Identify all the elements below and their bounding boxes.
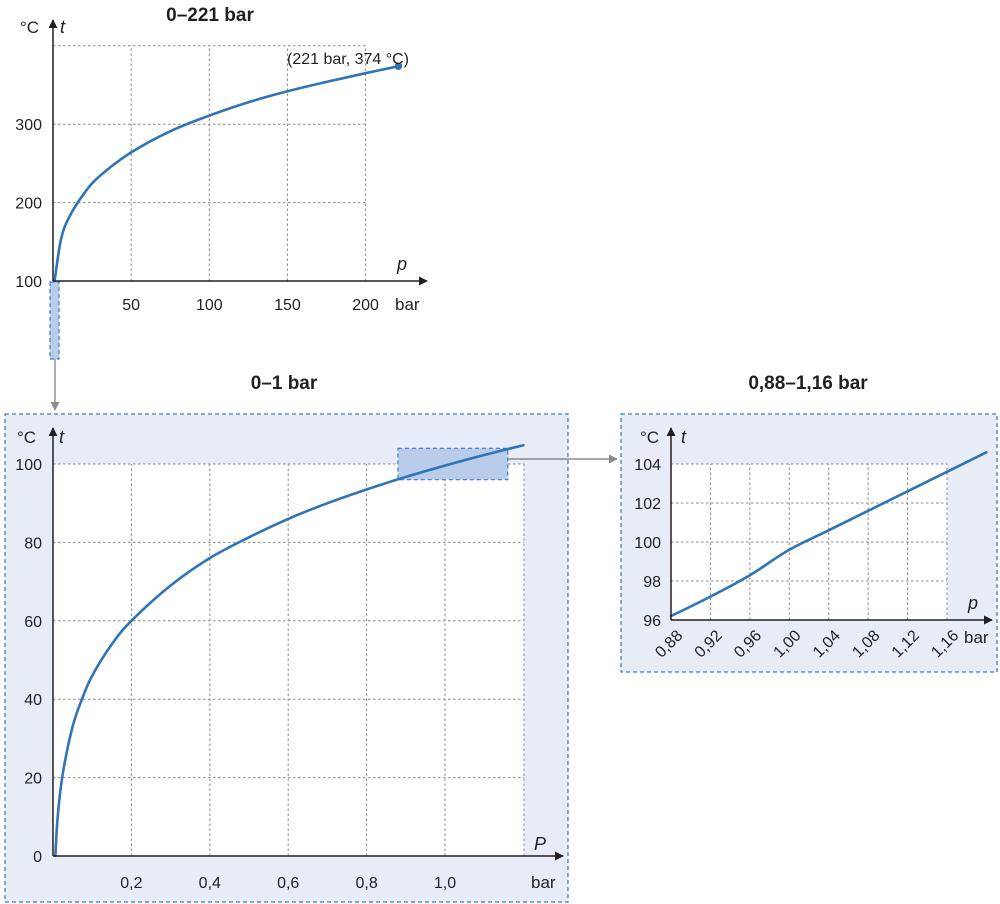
y-var-088-116: t [681,427,687,447]
y-tick-label: 0 [33,849,42,866]
y-tick-label: 100 [634,535,661,552]
series-line-088-116 [669,451,988,618]
y-tick-label: 40 [24,692,42,709]
x-unit-088-116: bar [964,628,989,647]
x-tick-label: 50 [122,297,140,314]
y-tick-label: 20 [24,771,42,788]
y-tick-label: 96 [643,613,661,630]
y-tick-label: 80 [24,535,42,552]
critical-point-label: (221 bar, 374 °C) [287,51,409,68]
y-tick-label: 60 [24,614,42,631]
series-line-0-221 [53,64,400,283]
y-tick-label: 100 [15,457,42,474]
x-tick-label: 1,0 [434,875,456,892]
x-tick-label: 0,8 [355,875,377,892]
y-unit-0-221: °C [20,18,39,37]
y-tick-label: 300 [15,117,42,134]
y-unit-0-1: °C [17,428,36,447]
x-tick-label: 0,6 [277,875,299,892]
y-tick-label: 104 [634,457,661,474]
series-line-0-1 [54,443,525,858]
y-var-0-221: t [60,17,66,37]
y-tick-label: 98 [643,574,661,591]
y-unit-088-116: °C [640,428,659,447]
x-unit-0-1: bar [531,873,556,892]
x-tick-label: 0,2 [120,875,142,892]
x-tick-label: 0,4 [199,875,221,892]
y-tick-label: 200 [15,196,42,213]
chart-title-0-221: 0–221 bar [166,5,254,26]
x-unit-0-221: bar [395,295,420,314]
x-tick-label: 150 [274,297,301,314]
y-tick-label: 100 [15,274,42,291]
x-var-0-1: P [534,834,546,854]
zoom-region-0-1-bar [49,281,60,360]
y-var-0-1: t [59,427,65,447]
x-var-0-221: p [396,254,407,274]
y-tick-label: 102 [634,496,661,513]
chart-title-088-116: 0,88–1,16 bar [748,373,868,394]
chart-title-0-1: 0–1 bar [251,373,318,394]
x-tick-label: 100 [196,297,223,314]
critical-point-marker [394,62,403,70]
x-tick-label: 200 [352,297,379,314]
x-var-088-116: p [967,593,978,613]
